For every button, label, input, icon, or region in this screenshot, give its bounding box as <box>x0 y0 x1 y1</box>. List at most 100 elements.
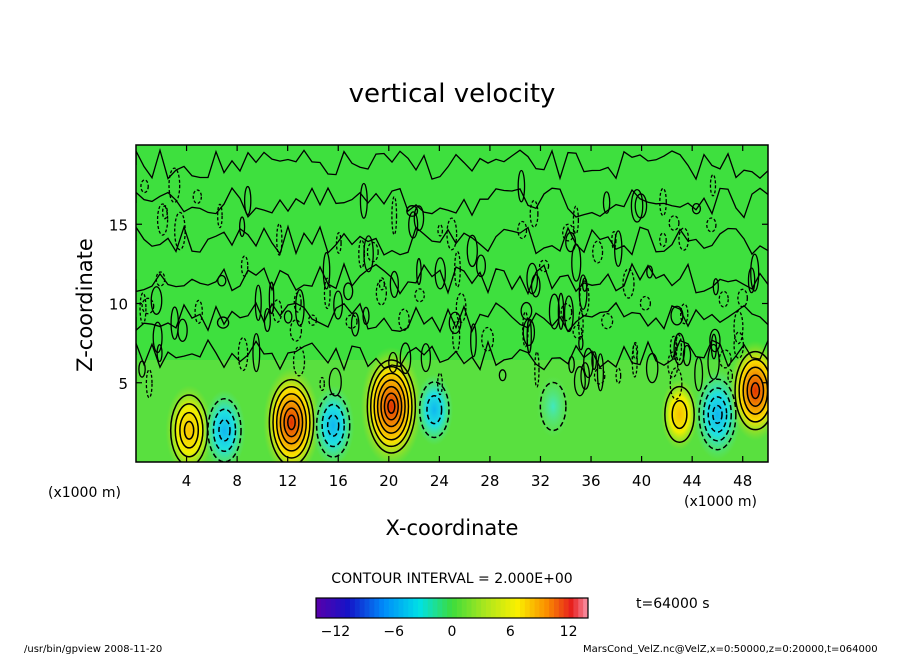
colorbar-swatch <box>583 598 589 618</box>
updraft-contour <box>664 385 695 443</box>
x-tick-label: 20 <box>379 472 398 490</box>
turbulence-contour <box>592 240 604 264</box>
turbulence-contour <box>639 295 652 311</box>
updraft-contour <box>275 393 307 452</box>
turbulence-contour <box>601 312 614 330</box>
x-unit-label-left: (x1000 m) <box>48 485 121 501</box>
x-tick-label: 44 <box>683 472 702 490</box>
colorbar-swatch <box>330 598 336 618</box>
colorbar-swatch <box>534 598 540 618</box>
time-label: t=64000 s <box>636 596 710 612</box>
turbulence-contour <box>363 235 374 273</box>
downdraft-contour <box>326 414 340 437</box>
turbulence-contour <box>560 303 573 322</box>
turbulence-contour <box>398 308 410 331</box>
colorbar-tick-label: 0 <box>448 624 457 640</box>
turbulence-contour <box>345 314 358 329</box>
turbulence-contour <box>237 336 249 372</box>
colorbar-tick-label: −12 <box>321 624 351 640</box>
turbulence-contour <box>680 303 689 325</box>
turbulence-contour <box>675 334 683 362</box>
turbulence-contour <box>437 372 443 396</box>
zero-contour <box>136 301 768 334</box>
updraft-contour <box>169 394 209 462</box>
turbulence-contour <box>522 311 529 348</box>
turbulence-contour <box>420 343 432 373</box>
turbulence-contour <box>268 281 275 315</box>
turbulence-contour <box>145 369 153 399</box>
turbulence-contour <box>557 292 565 330</box>
colorbar-swatch <box>510 598 516 618</box>
turbulence-contour <box>631 343 638 378</box>
turbulence-contour <box>168 167 181 204</box>
turbulence-contour <box>667 351 679 379</box>
x-tick-label: 48 <box>733 472 752 490</box>
colorbar-swatch <box>456 598 463 618</box>
colorbar-swatch <box>495 598 501 618</box>
colorbar-swatch <box>578 598 584 618</box>
colorbar-tick-label: 6 <box>506 624 515 640</box>
turbulence-contour <box>709 328 721 353</box>
colorbar-swatch <box>350 598 356 618</box>
downdraft-contour <box>212 408 237 453</box>
turbulence-contour <box>615 367 622 384</box>
colorbar-swatch <box>325 598 331 618</box>
downdraft-cell <box>693 369 742 460</box>
turbulence-contour <box>583 347 594 379</box>
colorbar <box>316 598 589 618</box>
colorbar-swatch <box>568 598 574 618</box>
colorbar-swatch <box>554 598 560 618</box>
colorbar-swatch <box>442 598 448 618</box>
colorbar-swatch <box>354 598 361 618</box>
updraft-contour <box>738 358 768 423</box>
turbulence-contour <box>659 187 667 217</box>
colorbar-swatch <box>413 598 419 618</box>
colorbar-swatch <box>374 598 380 618</box>
turbulence-contour <box>691 202 702 215</box>
turbulence-contour <box>406 205 419 217</box>
colorbar-swatch <box>369 598 375 618</box>
turbulence-contour <box>572 205 580 235</box>
downdraft-contour <box>712 404 723 425</box>
turbulence-contour <box>578 274 588 311</box>
turbulence-contour <box>216 316 230 329</box>
updraft-contour <box>746 374 765 408</box>
downdraft-cell <box>311 385 355 462</box>
downdraft-cell <box>203 389 246 462</box>
turbulence-contour <box>350 312 360 337</box>
colorbar-swatch <box>452 598 458 618</box>
x-unit-label-right: (x1000 m) <box>684 494 757 510</box>
y-axis-label: Z-coordinate <box>73 238 97 372</box>
x-tick-label: 4 <box>182 472 192 490</box>
x-tick-label: 28 <box>480 472 499 490</box>
colorbar-swatch <box>379 598 385 618</box>
downdraft-contour <box>698 378 737 451</box>
turbulence-contour <box>706 217 717 233</box>
turbulence-contour <box>718 349 732 369</box>
turbulence-contour <box>272 299 283 323</box>
turbulence-contour <box>283 310 293 324</box>
colorbar-frame <box>315 597 589 619</box>
colorbar-swatch <box>544 598 550 618</box>
updraft-contour <box>183 420 195 440</box>
turbulence-contour <box>596 353 605 392</box>
downdraft-contour <box>315 393 351 458</box>
zero-contour <box>136 262 768 296</box>
turbulence-contour <box>391 196 398 236</box>
colorbar-swatch <box>471 598 477 618</box>
colorbar-swatch <box>520 598 526 618</box>
turbulence-contour <box>289 319 303 342</box>
turbulence-contour <box>239 216 246 238</box>
updraft-contour <box>272 386 311 459</box>
turbulence-contour <box>611 230 617 250</box>
turbulence-contour <box>529 199 539 228</box>
zero-contour <box>136 338 768 372</box>
colorbar-swatch <box>563 598 569 618</box>
colorbar-swatch <box>320 598 327 618</box>
updraft-contour <box>383 392 399 421</box>
turbulence-contour <box>622 268 635 299</box>
colorbar-swatch <box>481 598 487 618</box>
turbulence-contour <box>375 279 388 306</box>
colorbar-swatch <box>500 598 506 618</box>
colorbar-swatch <box>364 598 370 618</box>
